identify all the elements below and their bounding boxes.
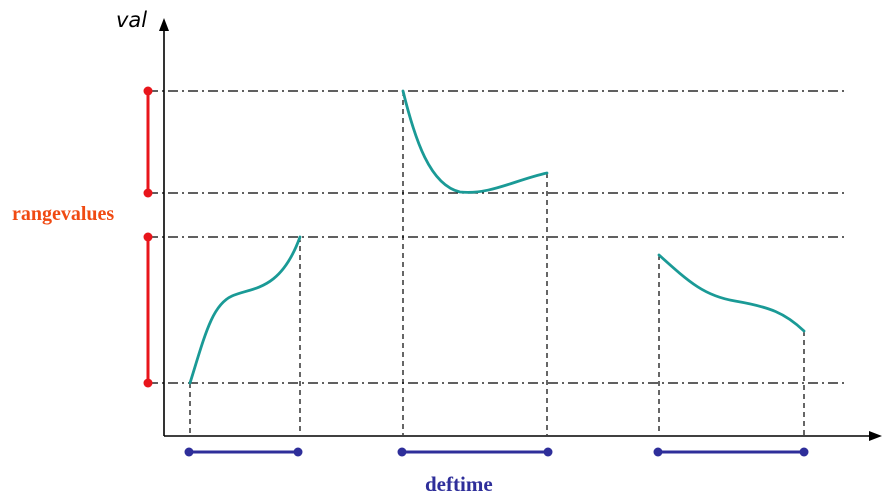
range-dot: [143, 378, 153, 388]
time-label: deftime: [425, 472, 493, 496]
time-dot: [293, 447, 303, 457]
curves: [188, 89, 806, 385]
time-dot: [543, 447, 553, 457]
y-axis-title: val: [116, 8, 147, 32]
range-indicator: [143, 86, 153, 388]
curve-segment-1: [188, 235, 302, 385]
x-axis-arrowhead: [869, 431, 882, 441]
time-dot: [653, 447, 663, 457]
horizontal-guide-lines: [148, 90, 848, 384]
time-dot: [799, 447, 809, 457]
y-axis-arrowhead: [159, 18, 169, 31]
time-interval-dots: [184, 447, 809, 457]
time-dot: [397, 447, 407, 457]
range-label: rangevalues: [12, 203, 114, 225]
axes: [163, 28, 872, 437]
curve-segment-2: [401, 89, 549, 194]
range-dot: [143, 86, 153, 96]
range-dot: [143, 232, 153, 242]
time-dot: [184, 447, 194, 457]
range-dot: [143, 188, 153, 198]
curve-segment-3: [657, 253, 806, 333]
vertical-drop-lines: [189, 91, 805, 435]
